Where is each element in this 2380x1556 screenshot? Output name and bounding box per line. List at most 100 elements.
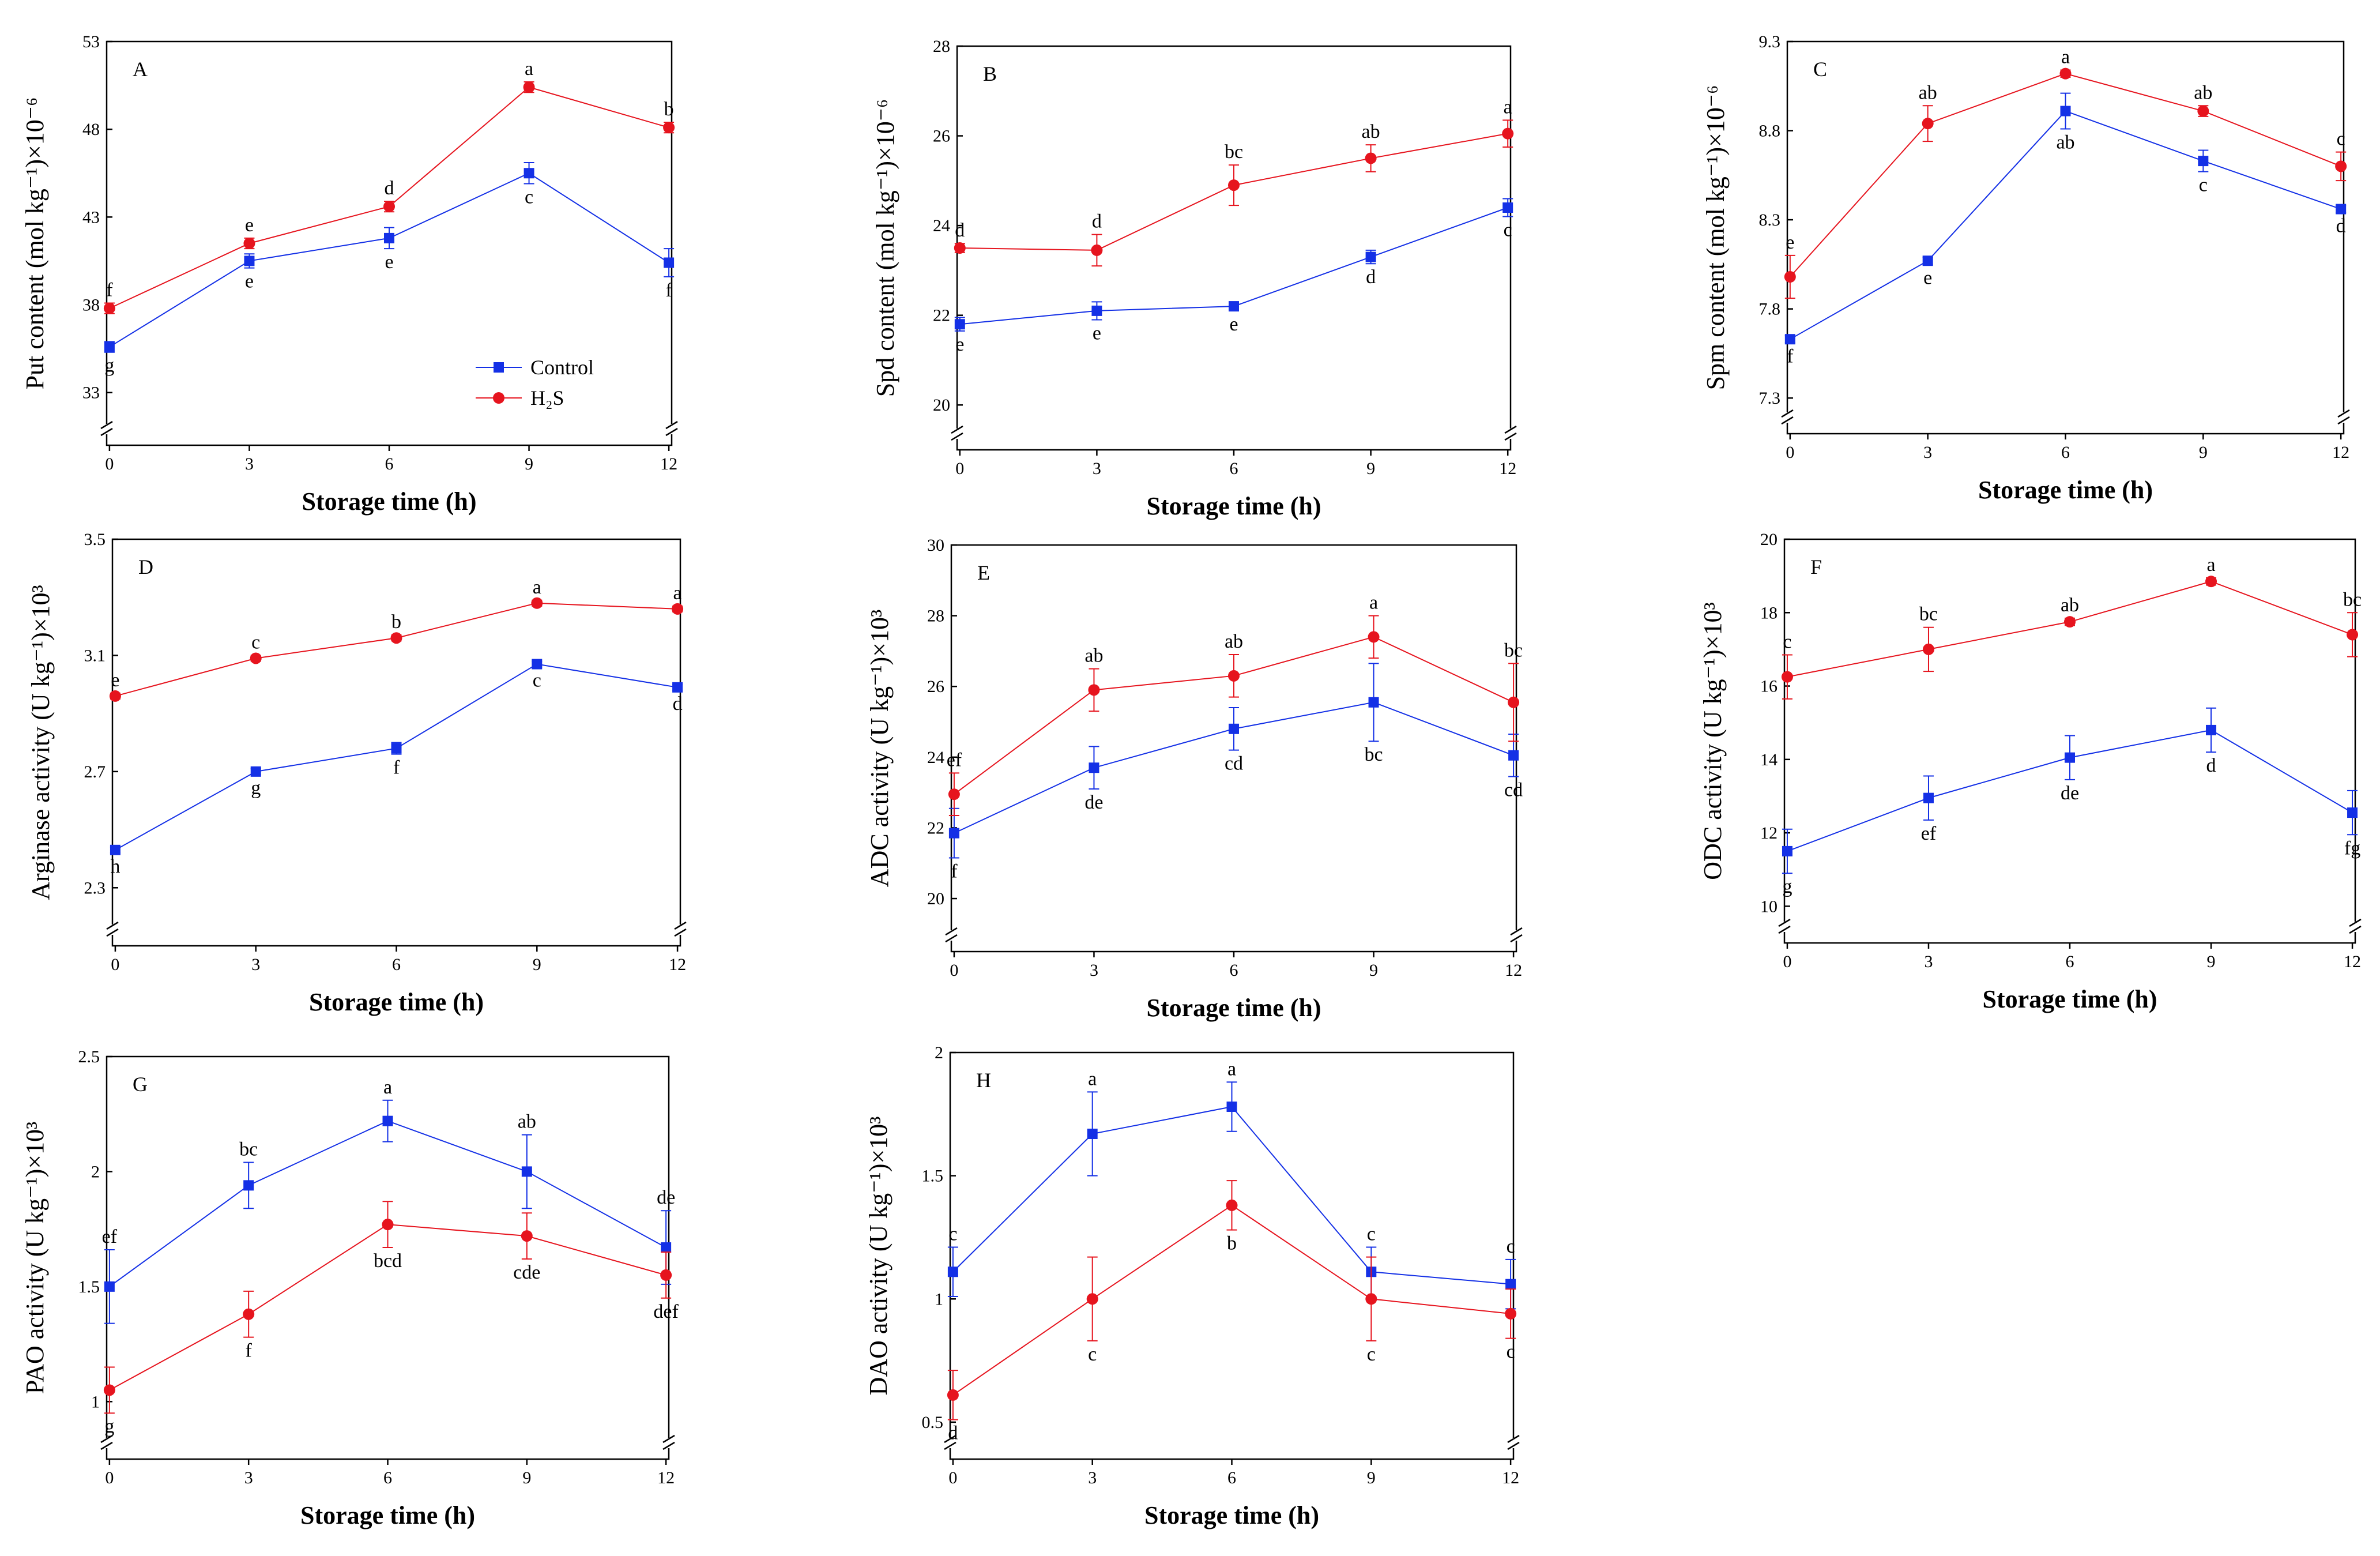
data-point	[1088, 684, 1100, 696]
axis-break-left	[944, 1441, 956, 1450]
x-tick-label: 6	[383, 1468, 392, 1487]
x-tick-label: 3	[1924, 952, 1933, 971]
significance-label: e	[245, 271, 254, 292]
data-point	[523, 81, 535, 93]
data-point	[524, 168, 534, 179]
y-tick-label: 14	[1760, 750, 1778, 769]
significance-label: de	[1084, 792, 1103, 813]
data-point	[1229, 723, 1239, 734]
data-point	[1502, 202, 1513, 213]
data-point	[1784, 334, 1795, 345]
significance-label: c	[948, 1224, 957, 1245]
panel-b: 20 22 24 26 28 0 3 6 9 12 Storage time (h) Spd cont…	[871, 37, 1517, 520]
panel-c: 7.3 7.8 8.3 8.8 9.3 0 3 6 9 12 Storage time (h) Spm…	[1701, 32, 2350, 504]
x-tick-label: 0	[955, 459, 964, 478]
significance-label: e	[955, 334, 964, 355]
y-tick-label: 30	[927, 536, 944, 555]
x-tick-label: 12	[1505, 961, 1522, 980]
data-point	[103, 1384, 115, 1396]
x-tick-label: 0	[950, 961, 958, 980]
y-tick-label: 1.5	[922, 1167, 944, 1186]
y-axis-title: ADC activity (U kg⁻¹)×10³	[865, 610, 894, 887]
x-tick-label: 0	[948, 1468, 957, 1487]
significance-label: a	[1227, 1058, 1236, 1080]
data-point	[663, 122, 675, 134]
y-tick-label: 38	[82, 296, 100, 315]
data-point	[103, 302, 115, 314]
data-point	[2347, 807, 2358, 818]
significance-label: c	[2199, 175, 2208, 196]
data-point	[948, 788, 960, 800]
data-point	[1226, 1199, 1238, 1211]
y-axis-title: DAO activity (U kg⁻¹)×10³	[864, 1117, 892, 1396]
y-axis-title: PAO activity (U kg⁻¹)×10³	[21, 1122, 49, 1394]
significance-label: e	[385, 251, 393, 273]
x-tick-label: 12	[2332, 443, 2349, 462]
data-point	[1505, 1279, 1516, 1290]
significance-label: c	[1507, 1236, 1515, 1257]
series-control: f e ab c d	[1784, 92, 2347, 367]
x-tick-label: 0	[105, 1468, 114, 1487]
series-h2s: e c b a a	[109, 577, 684, 702]
significance-label: bc	[2343, 589, 2362, 610]
data-point	[1922, 118, 1934, 130]
data-point	[2198, 156, 2209, 167]
significance-label: a	[525, 58, 533, 80]
x-tick-label: 6	[1230, 459, 1238, 478]
axis-break-right	[2337, 409, 2350, 418]
data-point	[382, 1115, 393, 1126]
x-tick-label: 9	[533, 955, 541, 974]
data-point	[110, 844, 120, 855]
significance-label: e	[111, 670, 119, 691]
data-point	[1228, 670, 1240, 682]
y-tick-label: 26	[933, 127, 950, 146]
x-tick-label: 9	[2207, 952, 2216, 971]
x-tick-label: 3	[1923, 443, 1932, 462]
panel-letter: D	[138, 555, 153, 578]
axis-break-right	[674, 921, 687, 930]
y-tick-label: 22	[927, 818, 944, 837]
data-point	[672, 603, 684, 615]
x-tick-label: 0	[1786, 443, 1794, 462]
significance-label: ab	[2056, 131, 2074, 153]
panel-d: 2.3 2.7 3.1 3.5 0 3 6 9 12 Storage time (h) Argina…	[27, 530, 687, 1016]
y-tick-label: 2.5	[78, 1047, 100, 1066]
significance-label: cde	[513, 1262, 540, 1283]
x-tick-label: 6	[1230, 961, 1238, 980]
x-tick-label: 12	[669, 955, 686, 974]
y-tick-label: 1	[91, 1392, 100, 1411]
axis-break-left	[100, 1441, 113, 1450]
data-point	[954, 242, 966, 254]
data-point	[1368, 697, 1379, 708]
x-axis-title: Storage time (h)	[1144, 1501, 1319, 1529]
y-tick-label: 28	[933, 37, 950, 56]
series-h2s: g f bcd cde def	[103, 1201, 679, 1437]
significance-label: ef	[947, 749, 962, 771]
series-control: c a a c c	[947, 1058, 1516, 1310]
significance-label: f	[246, 1340, 253, 1362]
data-point	[243, 1308, 255, 1320]
data-point	[1091, 244, 1103, 256]
significance-label: f	[106, 279, 113, 300]
significance-label: ef	[102, 1226, 118, 1247]
axis-break-left	[100, 420, 113, 430]
axis-break-right	[662, 1441, 675, 1450]
significance-label: bcd	[374, 1250, 402, 1272]
y-tick-label: 8.3	[1759, 211, 1781, 230]
significance-label: ef	[1921, 823, 1937, 844]
data-point	[390, 632, 402, 644]
significance-label: a	[1504, 96, 1512, 118]
y-axis-title: Spd content (mol kg⁻¹)×10⁻⁶	[871, 99, 899, 397]
y-tick-label: 24	[933, 216, 950, 235]
data-point	[1782, 845, 1792, 856]
y-tick-label: 10	[1760, 897, 1778, 916]
x-axis-title: Storage time (h)	[1146, 994, 1321, 1022]
y-tick-label: 2	[91, 1162, 100, 1181]
data-point	[1089, 762, 1099, 773]
x-tick-label: 12	[660, 454, 677, 473]
panel-e: 20 22 24 26 28 30 0 3 6 9 12 Storage time (h) ADC ac…	[865, 536, 1523, 1022]
axis-break-left	[944, 1434, 956, 1444]
x-tick-label: 9	[525, 454, 533, 473]
series-h2s: f e d a b	[103, 58, 675, 314]
